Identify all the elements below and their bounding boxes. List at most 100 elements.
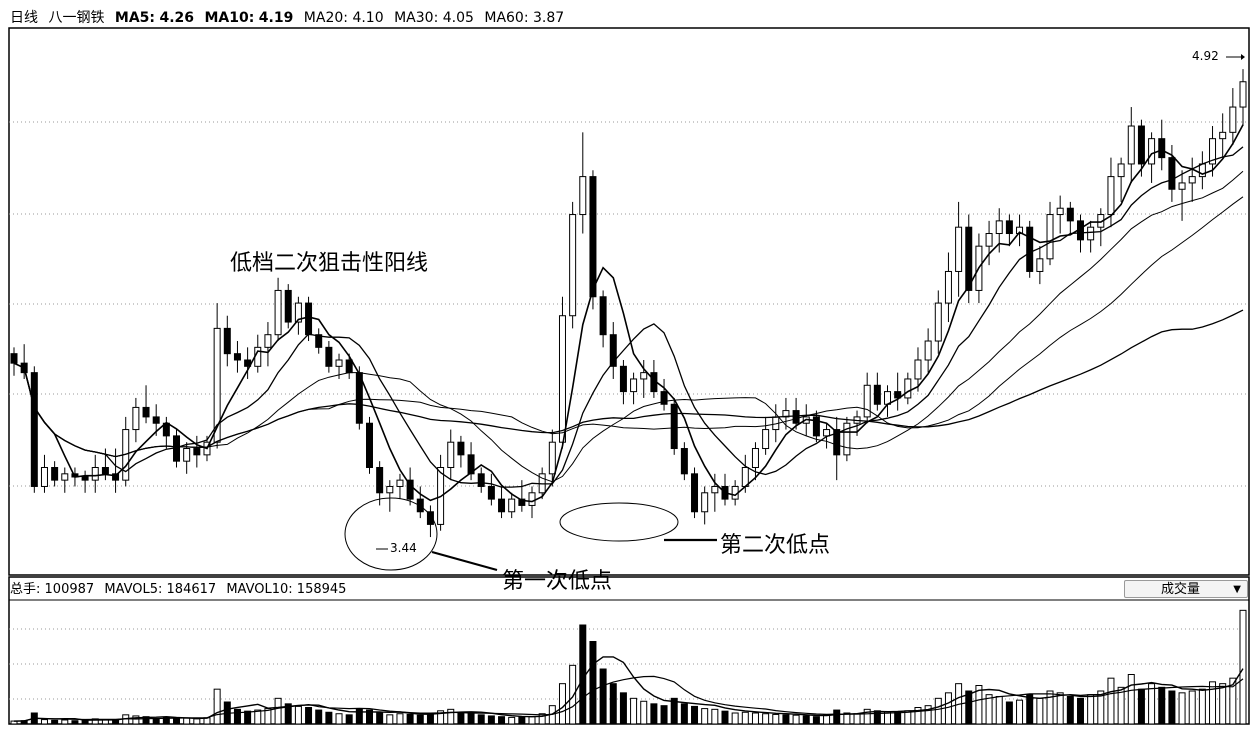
volume-bar [619, 692, 627, 725]
volume-bar [284, 703, 292, 725]
candle-body [812, 416, 820, 437]
candle-body [335, 359, 343, 367]
volume-bar [71, 720, 79, 725]
volume-bar [538, 713, 546, 725]
volume-bar [518, 716, 526, 725]
ma20-value: 4.10 [352, 10, 384, 26]
volume-bar [792, 714, 800, 725]
candle-body [1005, 220, 1013, 235]
candle-body [1107, 176, 1115, 216]
candle-body [548, 441, 556, 475]
volume-bar [396, 713, 404, 725]
candle-body [416, 498, 424, 513]
volume-bar [1198, 688, 1206, 725]
volume-bar [325, 711, 333, 725]
candle-body [894, 391, 902, 399]
candle-body [863, 384, 871, 418]
candle-body [345, 359, 353, 374]
candle-body [670, 403, 678, 450]
volume-bar [833, 709, 841, 725]
first-low-connector [431, 550, 498, 572]
candle-body [640, 372, 648, 380]
candle-body [294, 302, 302, 323]
volume-bar [579, 624, 587, 725]
candle-body [264, 334, 272, 348]
candle-body [1046, 214, 1054, 260]
candle-body [934, 302, 942, 342]
candle-body [183, 448, 191, 462]
volume-bar [416, 714, 424, 725]
volume-bar [1016, 699, 1024, 725]
volume-bar [365, 709, 373, 725]
candle-body [1036, 258, 1044, 272]
low-price-label: 3.44 [390, 541, 417, 555]
indicator-dropdown[interactable]: 成交量 ▼ [1124, 580, 1248, 598]
candle-body [924, 340, 932, 361]
candle-body [660, 391, 668, 405]
candle-body [142, 406, 150, 418]
ma5-label: MA5 [114, 10, 150, 26]
candle-body [457, 441, 465, 456]
volume-bar [437, 710, 445, 725]
volume-bar [1005, 701, 1013, 725]
candle-body [254, 346, 262, 367]
volume-bar [843, 712, 851, 725]
volume-bar [630, 697, 638, 725]
candle-body [91, 466, 99, 481]
candle-body [325, 346, 333, 367]
volume-bar [233, 708, 241, 725]
price-header: 日线 八一钢铁 MA5: 4.26 MA10: 4.19 MA20: 4.10 … [10, 10, 565, 26]
candle-body [1137, 125, 1145, 165]
candle-body [467, 454, 475, 475]
candle-body [213, 327, 221, 443]
volume-bar [701, 708, 709, 725]
volume-bar [193, 718, 201, 725]
volume-bar [934, 697, 942, 725]
volume-bar [1066, 696, 1074, 725]
candle-body [1178, 182, 1186, 190]
volume-bar [40, 719, 48, 725]
candle-body [518, 498, 526, 506]
candle-body [305, 302, 313, 336]
candle-body [630, 378, 638, 393]
volume-bar [1137, 688, 1145, 725]
volume-bar [315, 709, 323, 725]
volume-bar [1127, 674, 1135, 725]
first-low-note: 第一次低点 [502, 569, 613, 594]
high-price-label: 4.92 [1192, 49, 1219, 63]
volume-bar [213, 688, 221, 725]
candle-body [985, 233, 993, 247]
volume-bar [569, 664, 577, 725]
candle-body [609, 334, 617, 367]
candle-body [965, 226, 973, 291]
period-label: 日线 [10, 10, 38, 26]
volume-bar [1107, 677, 1115, 725]
candle-body [1209, 138, 1217, 165]
volume-bar [1046, 690, 1054, 725]
volume-bar [487, 715, 495, 725]
candle-body [498, 498, 506, 513]
second-low-ellipse [559, 502, 679, 542]
volume-bar [599, 668, 607, 725]
candle-body [751, 448, 759, 468]
candle-body [477, 473, 485, 487]
sniper-candle-note: 低档二次狙击性阳线 [230, 251, 429, 276]
ma30-line [13, 196, 1244, 458]
candle-body [233, 353, 241, 361]
volume-bar [1168, 690, 1176, 725]
candle-body [569, 214, 577, 317]
candle-body [599, 296, 607, 336]
volume-bar [812, 716, 820, 725]
volume-bar [528, 716, 536, 725]
volume-bar [294, 705, 302, 725]
volume-bar [680, 703, 688, 725]
candle-body [1026, 226, 1034, 272]
volume-bar [558, 683, 566, 725]
candle-body [691, 473, 699, 513]
candle-body [1148, 138, 1156, 165]
ma10-value: 4.19 [258, 10, 294, 26]
candle-body [1239, 81, 1247, 108]
candle-body [1117, 163, 1125, 178]
volume-bar [802, 715, 810, 725]
ma5-value: 4.26 [159, 10, 195, 26]
